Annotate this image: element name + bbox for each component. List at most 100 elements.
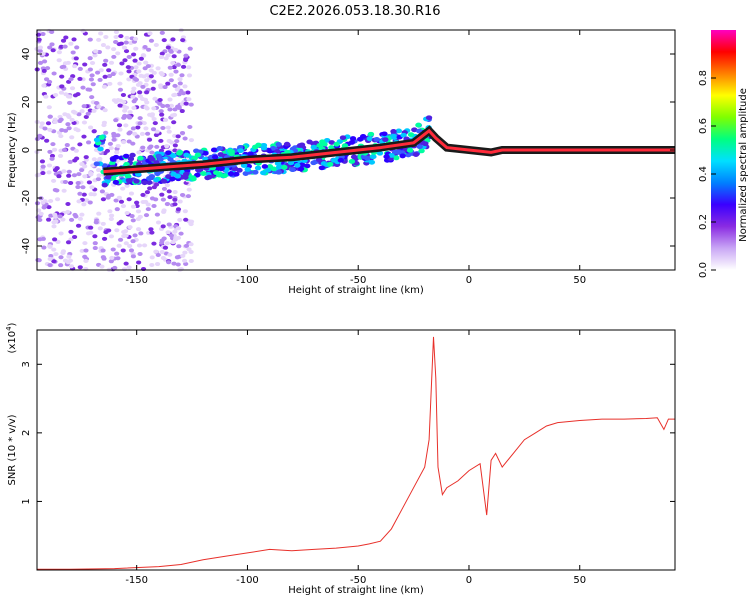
- spectrogram-band-blob: [211, 154, 219, 160]
- spectrogram-speckle: [53, 92, 59, 97]
- spectrogram-speckle: [96, 211, 102, 216]
- spectrogram-speckle: [167, 97, 173, 102]
- spectrogram-speckle: [114, 150, 120, 155]
- spectrogram-speckle: [41, 59, 48, 64]
- spectrogram-band-blob: [228, 151, 235, 157]
- spectrogram-speckle: [144, 190, 151, 195]
- spectrogram-speckle: [40, 236, 46, 241]
- spectrogram-band-blob: [366, 136, 373, 142]
- spectrogram-speckle: [101, 84, 108, 89]
- spectrogram-speckle: [59, 74, 65, 79]
- spectrogram-band-blob: [425, 115, 433, 121]
- spectrogram-speckle: [60, 250, 66, 255]
- spectrogram-speckle: [133, 65, 139, 70]
- spectrogram-speckle: [180, 64, 187, 69]
- spectrogram-speckle: [51, 259, 57, 264]
- spectrogram-speckle: [151, 116, 157, 121]
- spectrogram-speckle: [122, 108, 128, 113]
- spectrogram-speckle: [97, 156, 103, 161]
- spectrogram-speckle: [183, 101, 189, 106]
- spectrogram-band-blob: [165, 150, 172, 156]
- spectrogram-speckle: [52, 120, 58, 125]
- spectrogram-speckle: [139, 97, 146, 102]
- spectrogram-speckle: [46, 163, 53, 168]
- spectrogram-speckle: [73, 148, 79, 153]
- snr-x-tick-label: -100: [236, 575, 259, 586]
- spectrogram-speckle: [186, 187, 192, 192]
- spectrogram-speckle: [52, 237, 58, 242]
- spectrogram-speckle: [58, 134, 64, 139]
- spectrogram-speckle: [40, 171, 46, 176]
- spectrogram-speckle: [149, 196, 156, 201]
- spectrogram-y-label: Frequency (Hz): [7, 112, 18, 188]
- spectrogram-speckle: [48, 213, 54, 218]
- spectrogram-band-blob: [264, 167, 272, 173]
- colorbar-tick-label: 0.4: [698, 166, 709, 182]
- spectrogram-band-blob: [200, 171, 207, 176]
- spectrogram-speckle: [159, 30, 165, 35]
- colorbar: 0.0 0.2 0.4 0.6 0.8 Normalized spectral ampl…: [698, 30, 749, 278]
- spectrogram-x-ticks: -150 -100 -50 0 50: [125, 30, 586, 286]
- spectrogram-speckle: [43, 94, 49, 99]
- spectrogram-speckle: [154, 144, 160, 149]
- spectrogram-speckle: [92, 234, 98, 239]
- spectrogram-speckle: [116, 243, 122, 248]
- spectrogram-speckle: [108, 259, 114, 264]
- colorbar-gradient: [711, 30, 736, 270]
- spectrogram-speckle: [142, 44, 148, 49]
- spectrogram-band-blob: [297, 166, 305, 172]
- spectrogram-speckle: [65, 240, 72, 245]
- spectrogram-band-blob: [189, 175, 197, 181]
- spectrogram-speckle: [75, 128, 81, 133]
- spectrogram-speckle: [108, 213, 115, 218]
- spectrogram-speckle: [77, 142, 83, 147]
- spectrogram-speckle: [111, 133, 117, 138]
- spectrogram-speckle: [126, 265, 132, 270]
- spectrogram-speckle: [79, 248, 85, 253]
- spectrogram-speckle: [89, 73, 95, 78]
- spectrogram-speckle: [153, 249, 159, 254]
- spectrogram-speckle: [49, 29, 55, 34]
- spectrogram-speckle: [130, 204, 137, 209]
- spectrogram-band-blob: [141, 180, 148, 186]
- spectrogram-speckle: [44, 77, 50, 82]
- spectrogram-speckle: [171, 54, 177, 59]
- spectrogram-band-blob: [376, 150, 384, 156]
- spectrogram-speckle: [126, 139, 132, 144]
- spectrogram-band-blob: [218, 166, 225, 171]
- spectrogram-speckle: [151, 241, 157, 246]
- spectrogram-speckle: [186, 97, 192, 102]
- spectrogram-speckle: [145, 131, 151, 136]
- spectrogram-speckle: [158, 83, 164, 88]
- spectrogram-speckle: [75, 92, 81, 97]
- spectrogram-speckle: [41, 68, 47, 73]
- spectrogram-band-blob: [137, 155, 144, 161]
- spectrogram-speckle: [123, 123, 129, 128]
- spectrogram-speckle: [137, 251, 143, 256]
- spectrogram-band-blob: [183, 152, 190, 158]
- spectrogram-speckle: [58, 90, 65, 95]
- spectrogram-band-blob: [210, 147, 218, 153]
- spectrogram-x-label: Height of straight line (km): [288, 285, 424, 296]
- spectrogram-band-blob: [399, 153, 406, 159]
- spectrogram-speckle: [40, 200, 46, 205]
- spectrogram-speckle: [106, 228, 112, 233]
- spectrogram-y-tick-label: 0: [21, 147, 32, 153]
- spectrogram-speckle: [170, 37, 176, 42]
- spectrogram-speckle: [77, 66, 83, 71]
- spectrogram-speckle: [122, 113, 128, 118]
- spectrogram-speckle: [141, 74, 147, 79]
- spectrogram-speckle: [175, 62, 182, 67]
- snr-panel: -150 -100 -50 0 50 1 2 3 Height of straight li…: [5, 322, 676, 596]
- spectrogram-speckle: [115, 98, 121, 103]
- spectrogram-speckle: [128, 248, 135, 253]
- spectrogram-speckle: [102, 108, 108, 113]
- spectrogram-band-blob: [155, 153, 162, 159]
- spectrogram-speckle: [128, 191, 135, 196]
- spectrogram-speckle: [147, 186, 153, 191]
- spectrogram-speckle: [117, 127, 123, 132]
- spectrogram-speckle: [77, 191, 83, 196]
- spectrogram-speckle: [88, 77, 94, 82]
- spectrogram-speckle: [143, 126, 149, 131]
- spectrogram-speckle: [83, 259, 89, 264]
